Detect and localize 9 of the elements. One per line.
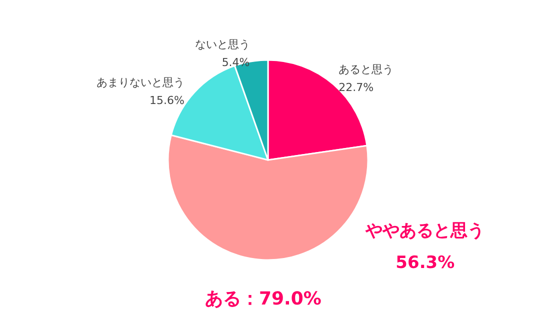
slice-label: ないと思う bbox=[194, 38, 250, 52]
text: ある：79.0% bbox=[205, 288, 322, 310]
data-label: 56.3% bbox=[396, 252, 455, 273]
slice-label: あまりないと思う bbox=[96, 76, 184, 90]
slice-label: あると思う bbox=[338, 62, 394, 76]
data-label: 15.6% bbox=[150, 94, 184, 108]
data-label: 5.4% bbox=[222, 56, 250, 70]
data-label: 22.7% bbox=[338, 80, 374, 94]
slice-label: ややあると思う bbox=[364, 220, 485, 241]
